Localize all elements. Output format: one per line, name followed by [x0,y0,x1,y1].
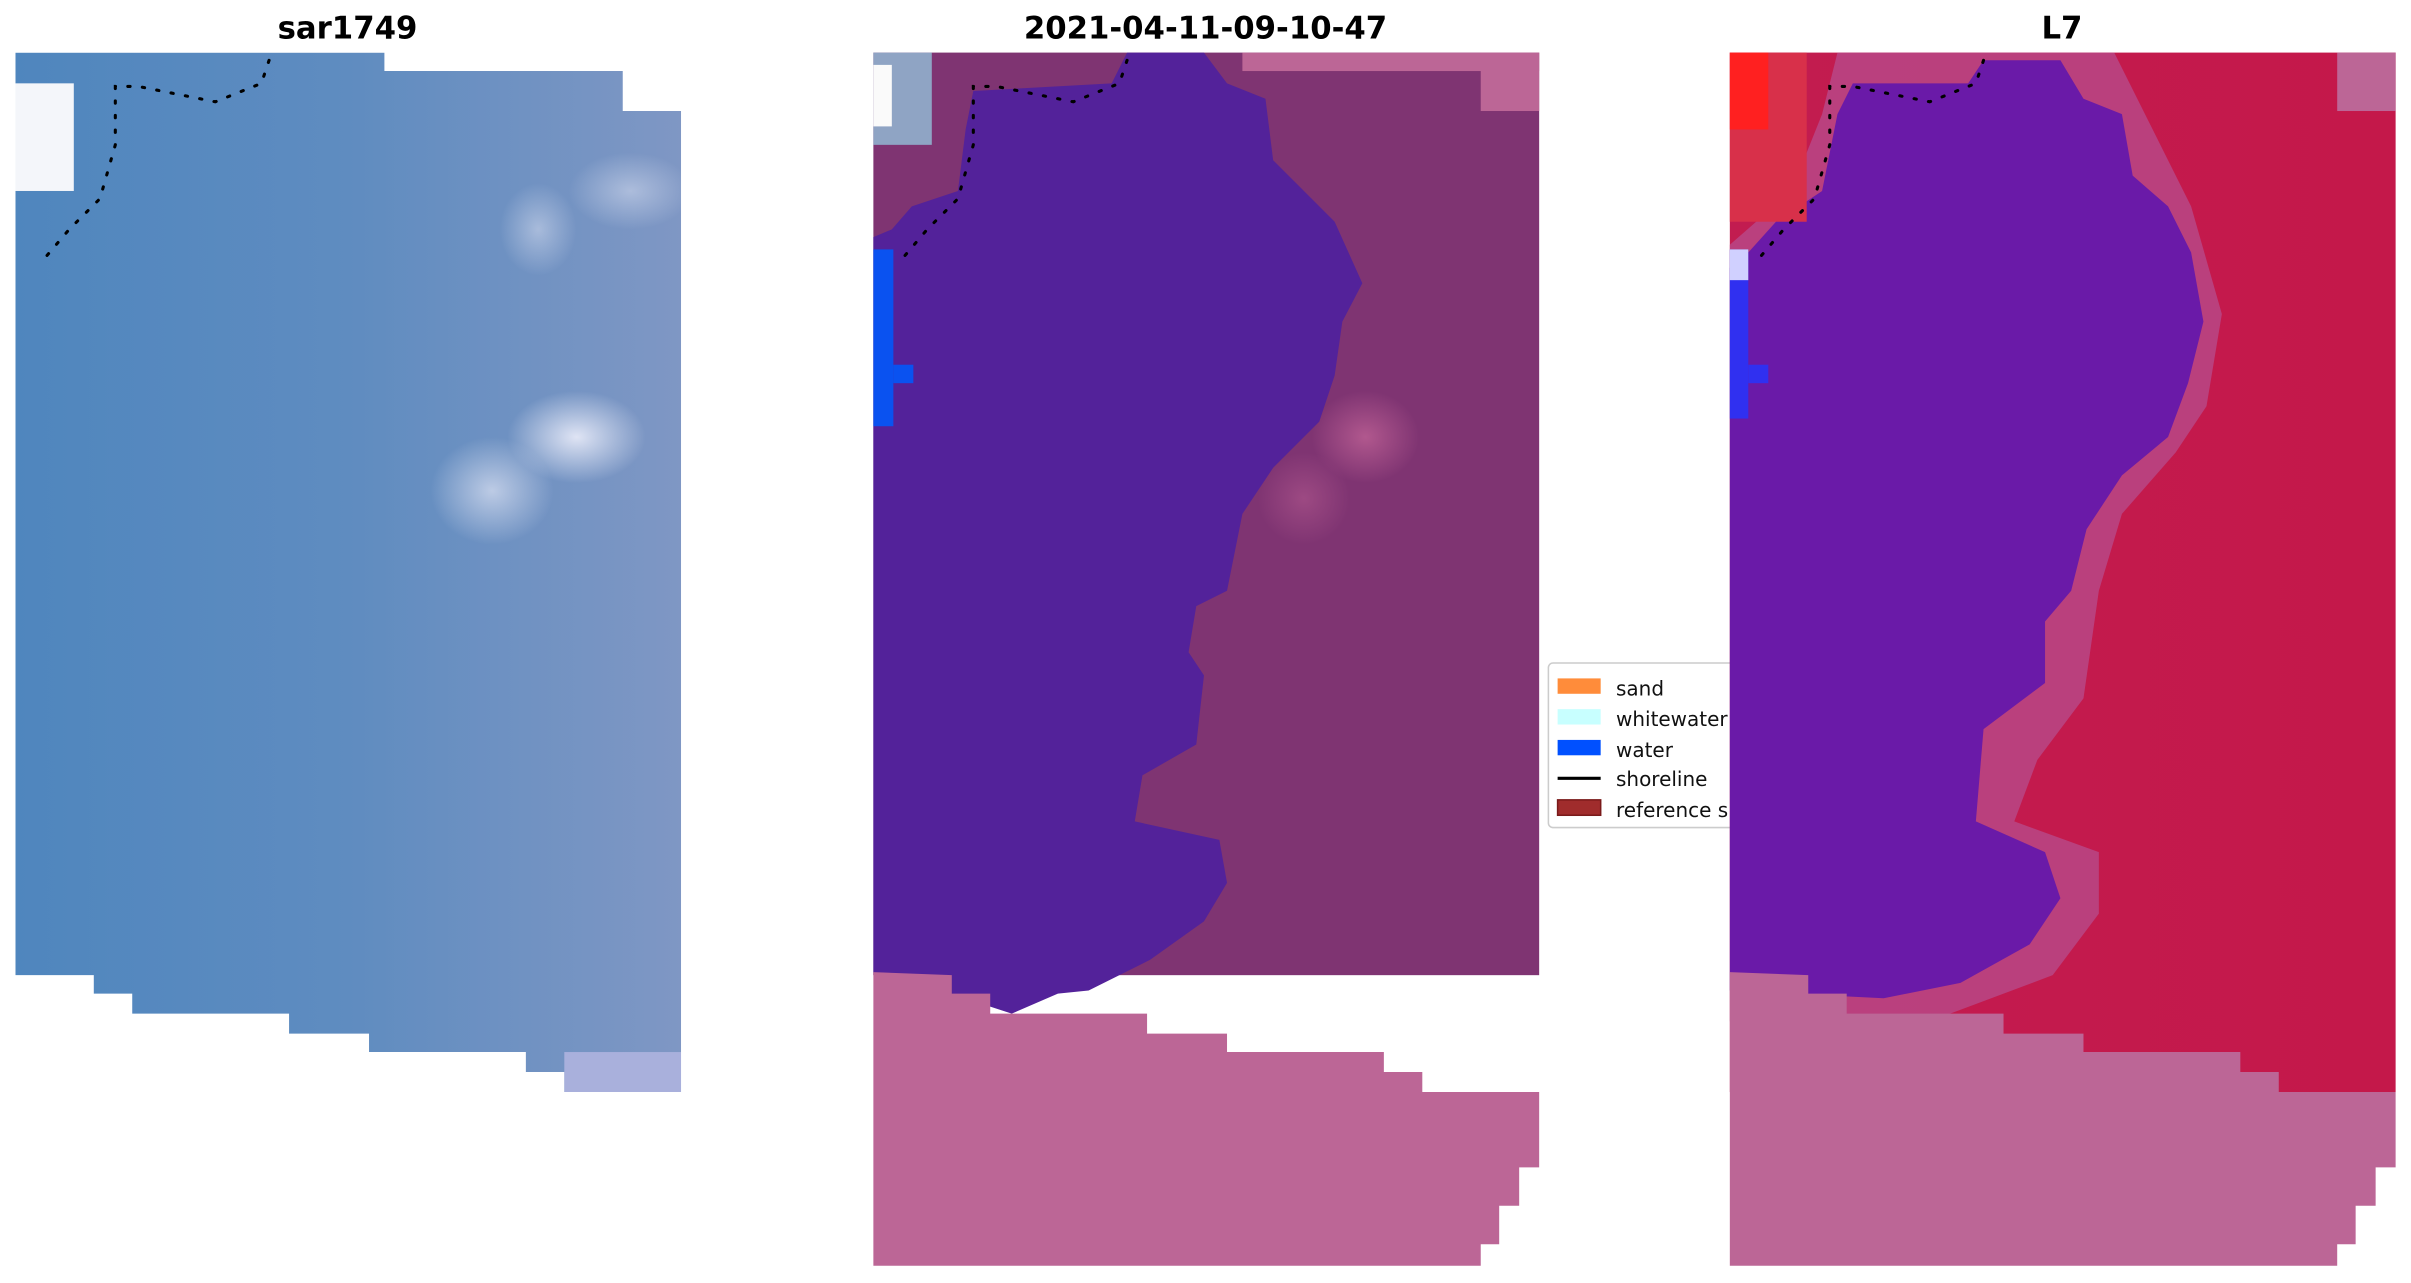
panel-title-3: L7 [2041,11,2082,47]
panel-title-2: 2021-04-11-09-10-47 [1024,11,1387,47]
rgb-image-panel [15,52,682,1093]
legend-label-shoreline: shoreline [1616,767,1707,791]
index-panel [1729,52,2396,1266]
legend: sand whitewater water shoreline referenc… [1547,662,1757,829]
legend-swatch-reference [1556,799,1602,817]
legend-swatch-whitewater [1557,709,1601,725]
legend-swatch-water [1557,739,1601,756]
legend-label-whitewater: whitewater [1616,707,1728,731]
classification-panel [873,52,1540,1266]
legend-label-water: water [1616,738,1674,762]
legend-label-reference: reference s [1616,798,1728,822]
legend-label-sand: sand [1616,676,1664,700]
legend-swatch-sand [1557,678,1601,694]
panel-title-1: sar1749 [278,11,418,47]
